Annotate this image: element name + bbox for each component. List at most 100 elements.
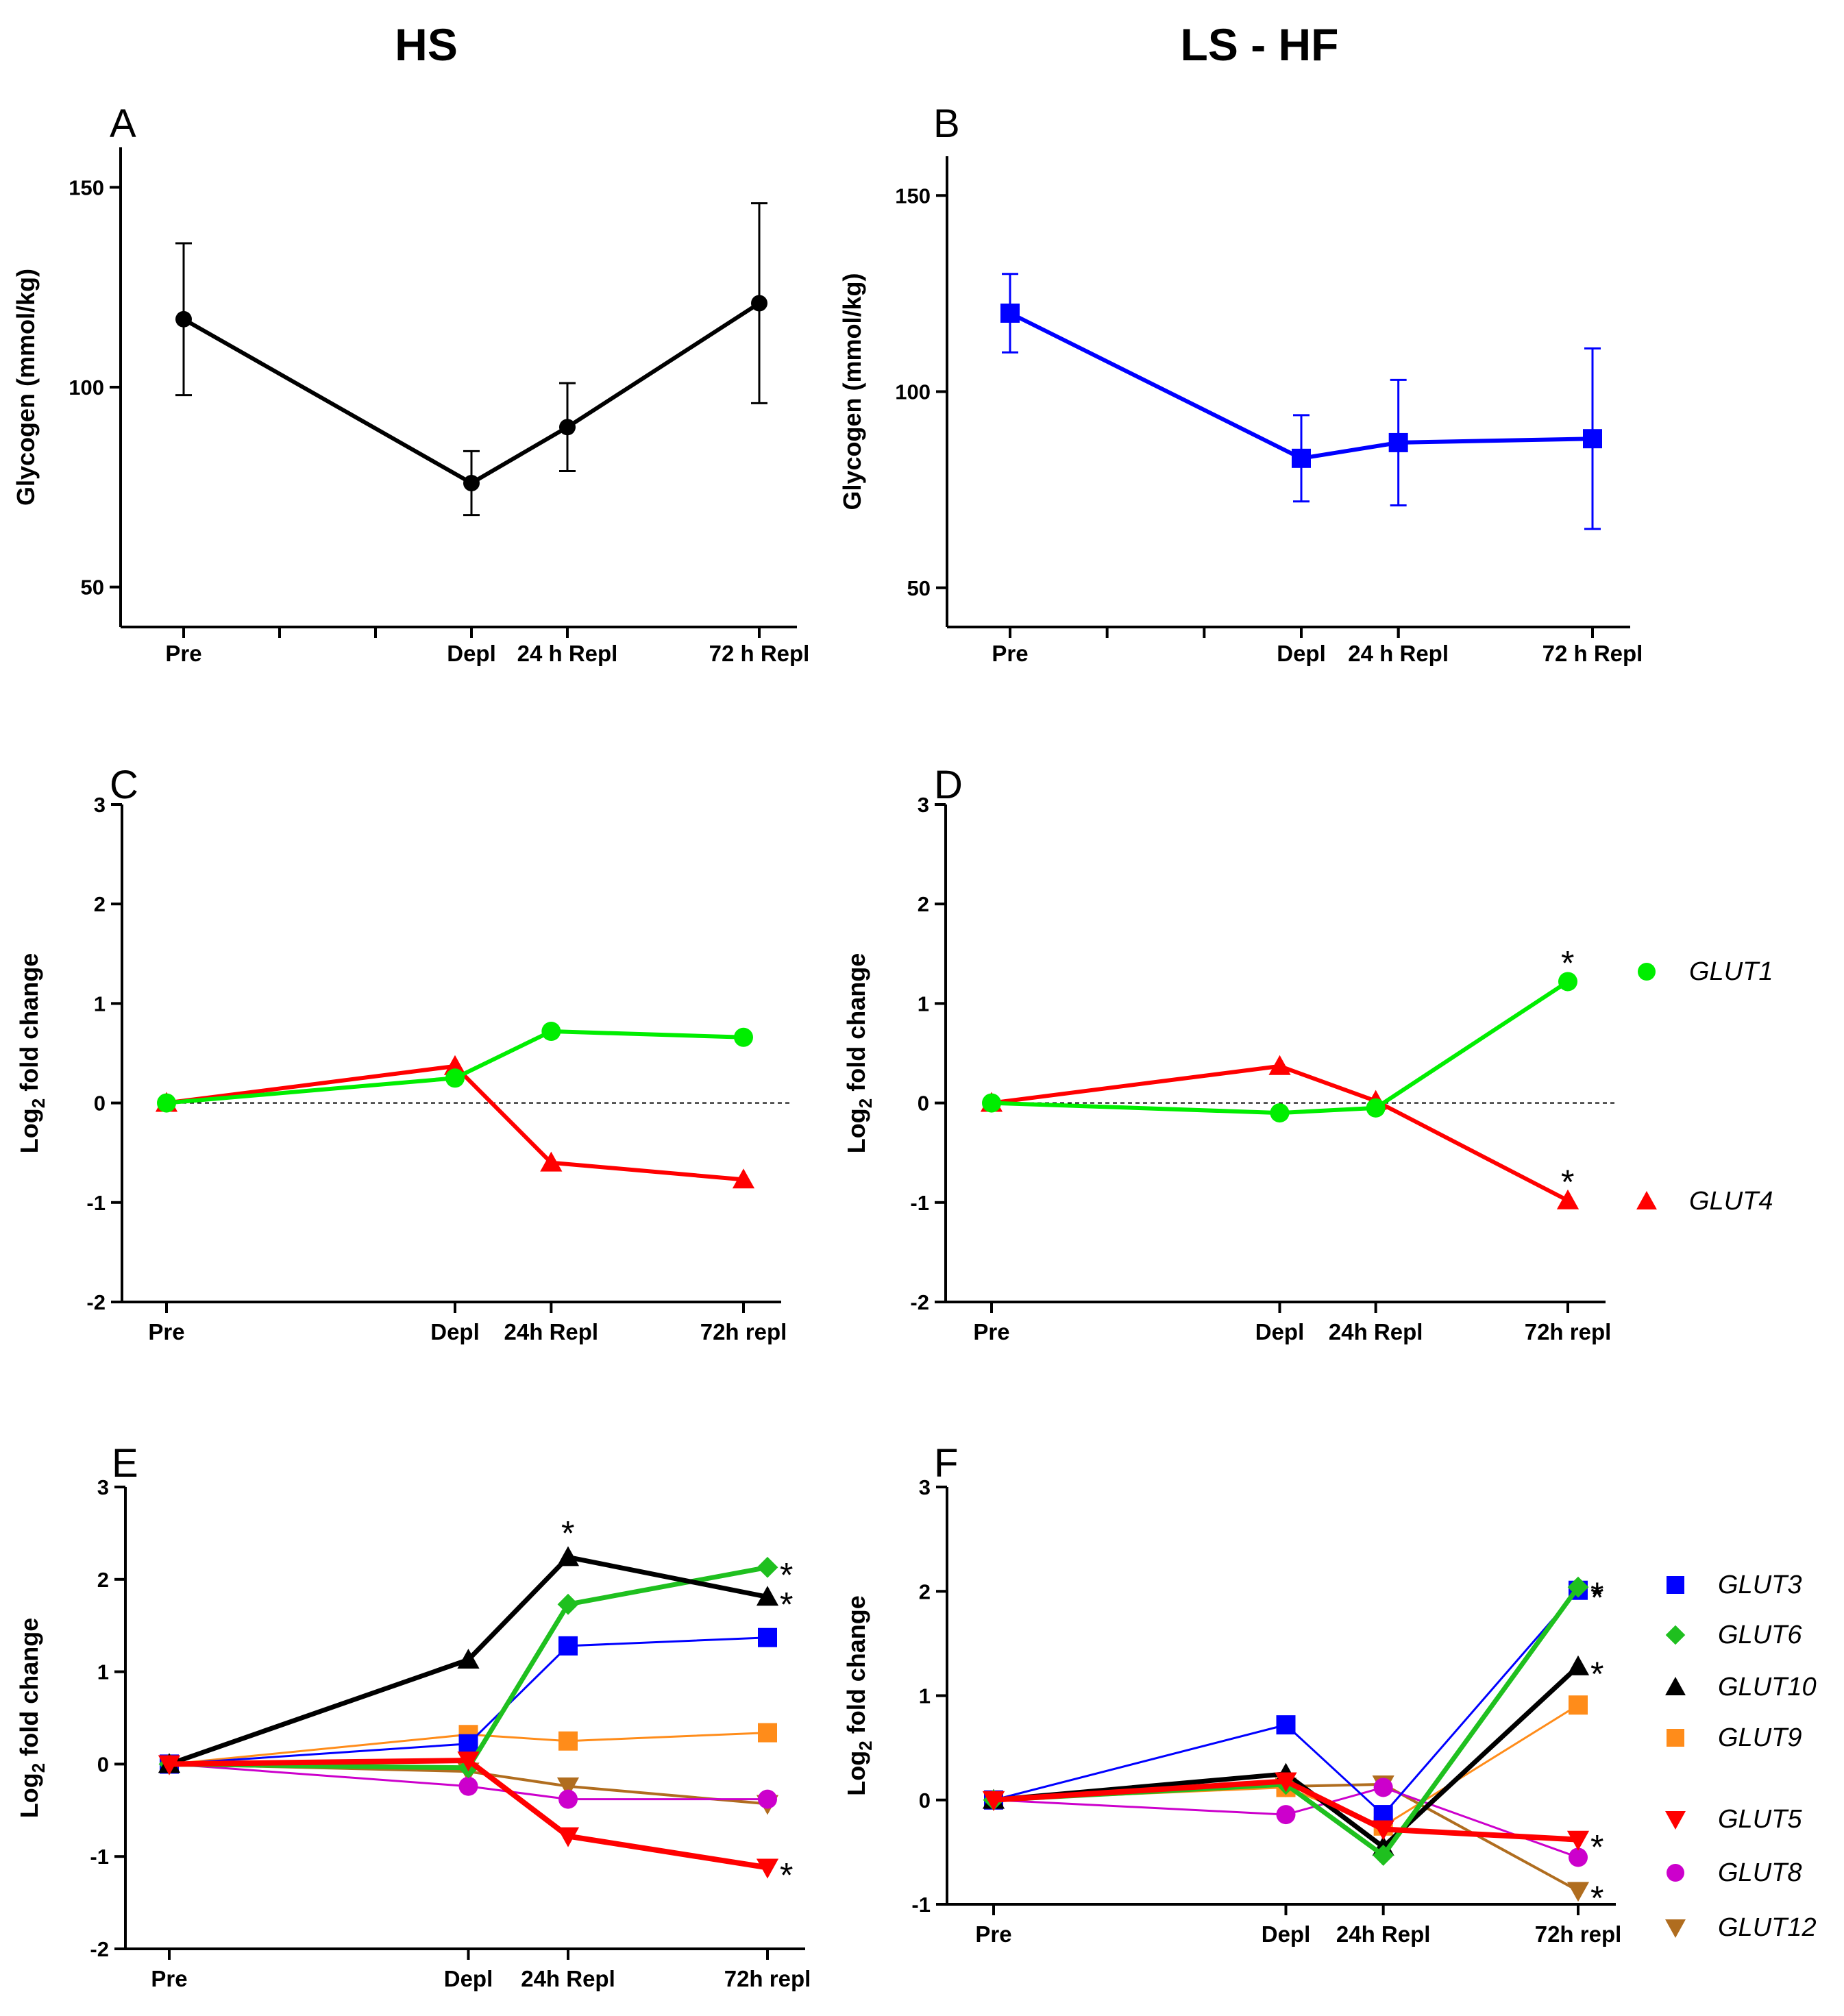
- legend-marker: [1665, 1677, 1686, 1695]
- significance-star: *: [1561, 1163, 1574, 1201]
- significance-star: *: [780, 1556, 793, 1594]
- series-glut4: *: [980, 1055, 1579, 1209]
- data-point: [1567, 1576, 1589, 1598]
- data-point: [1276, 1805, 1296, 1825]
- y-tick-label: 2: [918, 892, 929, 916]
- significance-star: *: [1590, 1655, 1603, 1693]
- legend-marker: [1667, 1864, 1684, 1882]
- series-line: [993, 1786, 1579, 1858]
- chart-panel-a: A 50 100 150 Glycogen (mmol/kg) Pre Depl 24 h R…: [12, 101, 809, 666]
- y-tick-label: 2: [94, 892, 106, 916]
- data-point: [1268, 1055, 1291, 1075]
- series-line: [993, 1664, 1580, 1849]
- panel-letter: C: [110, 763, 138, 807]
- x-tick-label: Pre: [151, 1966, 187, 1991]
- y-tick-label: -2: [90, 1937, 109, 1961]
- y-tick-label: 1: [918, 992, 929, 1016]
- legend-label: GLUT9: [1718, 1723, 1802, 1752]
- x-tick-label: 72 h Repl: [709, 641, 810, 666]
- y-axis-label: Glycogen (mmol/kg): [838, 273, 866, 510]
- y-tick-label: -1: [86, 1191, 106, 1215]
- legend-marker: [1665, 1625, 1686, 1645]
- data-point: [558, 1636, 578, 1656]
- data-point: [758, 1789, 777, 1809]
- data-point: [557, 1593, 579, 1615]
- x-tick-label: Depl: [1262, 1921, 1311, 1947]
- data-point: [1569, 1695, 1588, 1715]
- y-tick-label: 2: [919, 1579, 931, 1603]
- legend-marker: [1638, 963, 1656, 981]
- y-tick-label: 150: [69, 175, 104, 199]
- data-point: [1566, 1830, 1590, 1851]
- data-point: [1372, 1820, 1394, 1841]
- chart-panel-c: C -2 -1 0 1 2 3 Log2 fold change Pre Depl 24h Repl…: [15, 763, 791, 1344]
- legend-marker: [1665, 1919, 1686, 1938]
- data-point: [757, 1556, 778, 1578]
- series-line: [182, 301, 761, 485]
- series-line: [1009, 311, 1593, 460]
- data-point: [541, 1022, 561, 1042]
- legend-marker: [1665, 1811, 1686, 1830]
- series-glut1: [157, 1022, 753, 1113]
- x-tick-label: 24 h Repl: [517, 641, 618, 666]
- data-point: [157, 1093, 176, 1113]
- legend: GLUT1 GLUT4: [1636, 957, 1773, 1216]
- legend-marker: [1667, 1576, 1684, 1594]
- panel-letter: A: [110, 101, 136, 146]
- y-tick-label: -2: [910, 1290, 929, 1314]
- y-axis-label: Log2 fold change: [15, 1618, 49, 1818]
- series-line: [166, 1064, 744, 1182]
- series-glycogen: [175, 202, 767, 517]
- y-tick-label: -1: [911, 1893, 931, 1917]
- y-tick-label: 3: [94, 793, 106, 817]
- x-tick-label: 72h repl: [1525, 1319, 1612, 1344]
- legend-label: GLUT3: [1718, 1571, 1802, 1599]
- data-point: [734, 1027, 753, 1047]
- data-point: [758, 1723, 777, 1743]
- data-point: [1366, 1098, 1386, 1118]
- data-point: [1566, 1882, 1590, 1902]
- series-line: [169, 1732, 768, 1765]
- series-line: [166, 1029, 744, 1105]
- data-point: [457, 1751, 480, 1772]
- x-tick-label: 24h Repl: [1329, 1319, 1423, 1344]
- y-tick-label: 1: [94, 992, 106, 1016]
- data-point: [1292, 448, 1311, 468]
- data-point: [1270, 1103, 1290, 1123]
- x-tick-label: Depl: [430, 1319, 480, 1344]
- series-line: [993, 1589, 1579, 1816]
- data-point: [558, 1789, 578, 1809]
- x-tick-label: Pre: [975, 1921, 1011, 1947]
- data-point: [1373, 1778, 1393, 1797]
- data-point: [1569, 1847, 1588, 1867]
- x-tick-label: Depl: [1255, 1319, 1305, 1344]
- legend-label: GLUT12: [1718, 1913, 1817, 1942]
- data-point: [1276, 1715, 1296, 1735]
- x-tick-label: 72h repl: [700, 1319, 787, 1344]
- data-point: [982, 1791, 1005, 1811]
- data-point: [1583, 429, 1602, 449]
- x-tick-label: Pre: [992, 641, 1028, 666]
- y-axis-label: Log2 fold change: [842, 953, 876, 1153]
- y-axis-label: Log2 fold change: [842, 1595, 876, 1795]
- y-tick-label: 1: [919, 1684, 931, 1708]
- series-line: [169, 1636, 768, 1765]
- y-tick-label: 50: [81, 576, 104, 600]
- data-point: [756, 1586, 779, 1606]
- legend-label: GLUT4: [1689, 1187, 1773, 1216]
- legend: GLUT3 GLUT6 GLUT10 GLUT9 GLUT5 GLUT8 GLUT12: [1665, 1571, 1817, 1942]
- significance-star: *: [561, 1514, 574, 1552]
- data-point: [443, 1055, 467, 1075]
- y-tick-label: 0: [918, 1092, 929, 1116]
- data-point: [559, 419, 576, 436]
- legend-label: GLUT5: [1718, 1805, 1802, 1834]
- x-tick-label: Pre: [148, 1319, 184, 1344]
- y-axis-label: Glycogen (mmol/kg): [12, 269, 40, 506]
- data-point: [558, 1731, 578, 1751]
- data-point: [457, 1648, 480, 1669]
- y-axis-label: Log2 fold change: [15, 953, 49, 1153]
- chart-panel-f: F -1 0 1 2 3 Log2 fold change Pre Depl 24h Repl 72…: [842, 1441, 1817, 1947]
- series-line: [168, 1554, 768, 1767]
